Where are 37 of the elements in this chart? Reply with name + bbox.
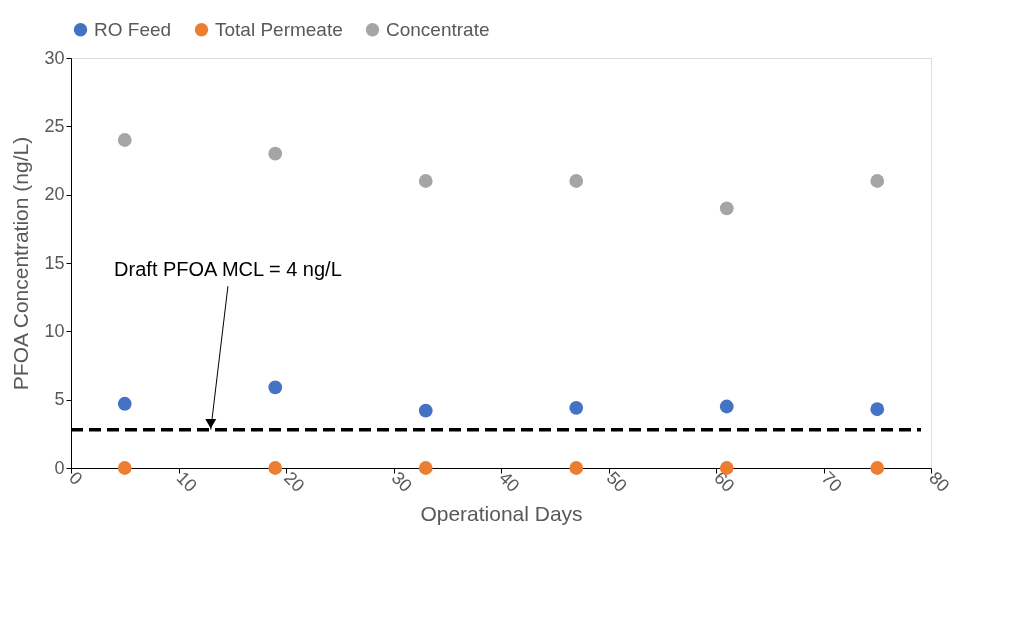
- point: [870, 174, 885, 188]
- point: [569, 174, 584, 188]
- y-tick-label: 30: [44, 47, 65, 68]
- point: [268, 461, 283, 475]
- x-tick-label: 30: [387, 467, 416, 497]
- y-axis-title: PFOA Concentration (ng/L): [9, 136, 33, 391]
- y-tick-label: 10: [44, 320, 65, 341]
- legend-label: Concentrate: [386, 18, 490, 40]
- x-tick-label: 40: [495, 467, 524, 497]
- x-tick-label: 80: [925, 467, 954, 497]
- y-tick-label: 25: [44, 115, 65, 136]
- legend-label: RO Feed: [94, 18, 172, 40]
- point: [719, 399, 734, 414]
- point: [117, 396, 132, 411]
- x-tick-label: 70: [817, 467, 846, 497]
- x-tick-label: 50: [602, 467, 631, 497]
- x-axis-title: Operational Days: [420, 502, 583, 526]
- x-tick-label: 10: [172, 467, 201, 497]
- y-tick-label: 20: [44, 184, 65, 205]
- legend-label: Total Permeate: [215, 18, 343, 40]
- point: [268, 380, 283, 395]
- point: [117, 133, 132, 147]
- y-tick-label: 15: [44, 252, 65, 273]
- x-tick-label: 20: [280, 467, 309, 497]
- y-tick-label: 5: [54, 389, 65, 410]
- point: [117, 461, 132, 475]
- point: [418, 174, 433, 188]
- point: [870, 461, 885, 475]
- point: [418, 403, 433, 418]
- x-tick-label: 60: [710, 467, 739, 497]
- point: [569, 400, 584, 415]
- point: [418, 461, 433, 475]
- point: [268, 146, 283, 161]
- point: [569, 461, 584, 475]
- point: [870, 402, 885, 417]
- point: [719, 201, 734, 216]
- annotation: Draft PFOA MCL = 4 ng/L: [114, 258, 342, 281]
